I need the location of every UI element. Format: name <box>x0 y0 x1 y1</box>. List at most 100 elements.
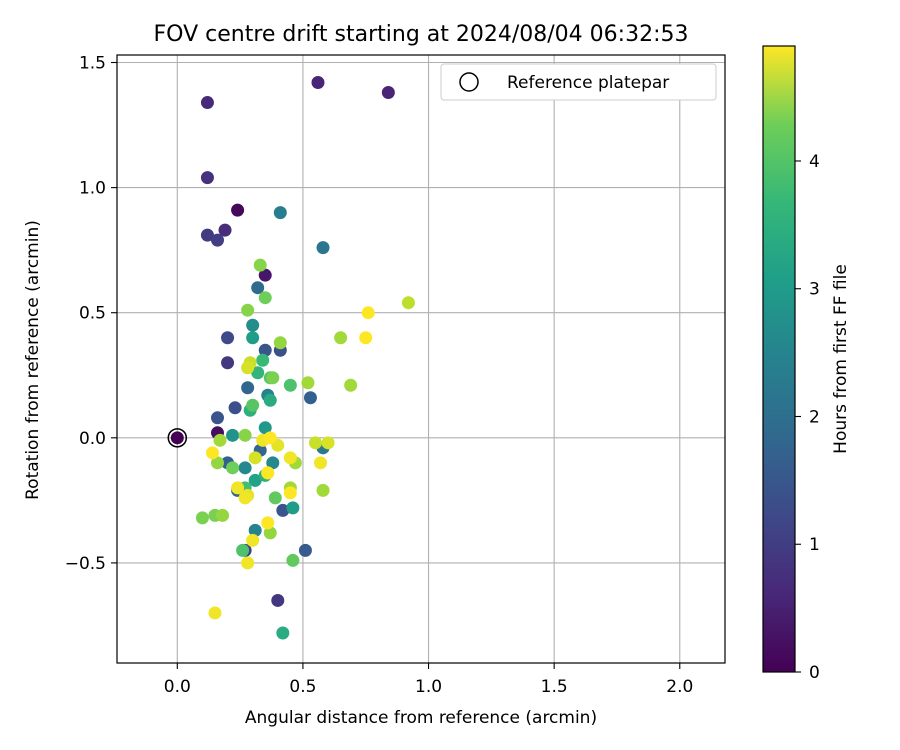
data-point <box>314 456 328 470</box>
data-point <box>308 436 322 450</box>
x-tick-label: 0.0 <box>164 677 191 697</box>
x-axis-label: Angular distance from reference (arcmin) <box>245 708 597 728</box>
colorbar-ticks: 0 1 2 3 4 <box>795 152 820 683</box>
data-point <box>216 508 230 522</box>
colorbar-label: Hours from first FF file <box>831 264 851 454</box>
data-point <box>266 371 280 385</box>
colorbar-tick-label: 1 <box>809 535 820 555</box>
data-point <box>381 86 395 100</box>
data-point <box>251 281 265 295</box>
data-point <box>361 306 375 320</box>
data-point <box>231 203 245 217</box>
data-point <box>210 411 224 425</box>
data-point <box>226 428 240 442</box>
data-point <box>205 446 219 460</box>
reference-marker <box>167 428 188 448</box>
data-point <box>208 606 222 620</box>
data-point <box>271 593 285 607</box>
y-tick-label: −0.5 <box>65 554 106 574</box>
colorbar-tick-label: 4 <box>809 152 820 172</box>
data-point <box>273 206 287 220</box>
plot-frame <box>116 54 726 664</box>
colorbar-tick-label: 2 <box>809 407 820 427</box>
data-point <box>263 431 277 445</box>
data-point <box>251 366 265 380</box>
data-point <box>238 461 252 475</box>
data-point <box>311 76 325 90</box>
data-point <box>286 553 300 567</box>
chart-title: FOV centre drift starting at 2024/08/04 … <box>154 22 689 47</box>
data-point <box>248 523 262 537</box>
data-point <box>258 268 272 282</box>
data-point <box>286 501 300 515</box>
data-point <box>344 378 358 392</box>
data-point <box>258 291 272 305</box>
data-point <box>246 318 260 332</box>
colorbar-tick-label: 0 <box>809 663 820 683</box>
data-point <box>359 331 373 345</box>
data-point <box>266 456 280 470</box>
data-point <box>241 361 255 375</box>
data-point <box>283 486 297 500</box>
data-point <box>253 258 267 272</box>
data-point <box>246 533 260 547</box>
data-point <box>200 96 214 110</box>
data-point <box>334 331 348 345</box>
legend-label: Reference platepar <box>507 73 669 93</box>
data-point <box>241 303 255 317</box>
data-point <box>200 171 214 185</box>
data-point <box>218 223 232 237</box>
data-point <box>246 331 260 345</box>
legend-box <box>440 63 717 101</box>
x-tick-label: 0.5 <box>289 677 316 697</box>
data-point <box>283 378 297 392</box>
data-point <box>221 356 235 370</box>
y-tick-label: 0.0 <box>79 429 106 449</box>
grid-lines <box>117 55 725 663</box>
y-tick-label: 1.0 <box>79 179 106 199</box>
data-point <box>401 296 415 310</box>
data-point <box>241 381 255 395</box>
data-point <box>210 456 224 470</box>
x-axis-ticks: 0.0 0.5 1.0 1.5 2.0 <box>164 663 693 697</box>
data-point <box>236 543 250 557</box>
data-point <box>231 481 245 495</box>
data-point <box>273 336 287 350</box>
data-point <box>195 511 209 525</box>
data-point <box>261 466 275 480</box>
data-point <box>221 331 235 345</box>
data-point <box>268 491 282 505</box>
colorbar <box>762 45 796 673</box>
data-point <box>261 516 275 530</box>
x-tick-label: 2.0 <box>666 677 693 697</box>
y-tick-label: 1.5 <box>79 54 106 74</box>
data-point <box>248 451 262 465</box>
data-point <box>258 421 272 435</box>
data-point <box>263 526 277 540</box>
data-point <box>246 398 260 412</box>
data-point <box>298 543 312 557</box>
data-point <box>276 626 290 640</box>
data-point <box>316 241 330 255</box>
legend: Reference platepar <box>440 63 717 101</box>
data-point <box>241 556 255 570</box>
colorbar-tick-label: 3 <box>809 280 820 300</box>
data-point <box>263 393 277 407</box>
data-point <box>283 451 297 465</box>
x-tick-label: 1.0 <box>415 677 442 697</box>
y-axis-ticks: −0.5 0.0 0.5 1.0 1.5 <box>65 54 117 574</box>
y-tick-label: 0.5 <box>79 304 106 324</box>
data-point <box>200 228 214 242</box>
data-points <box>170 76 415 640</box>
data-point <box>321 436 335 450</box>
legend-marker <box>459 72 479 92</box>
data-point <box>303 391 317 405</box>
data-point <box>226 461 240 475</box>
data-point <box>301 376 315 390</box>
data-point <box>213 433 227 447</box>
data-point <box>238 491 252 505</box>
data-point <box>258 343 272 357</box>
data-point <box>210 233 224 247</box>
data-point <box>316 483 330 497</box>
